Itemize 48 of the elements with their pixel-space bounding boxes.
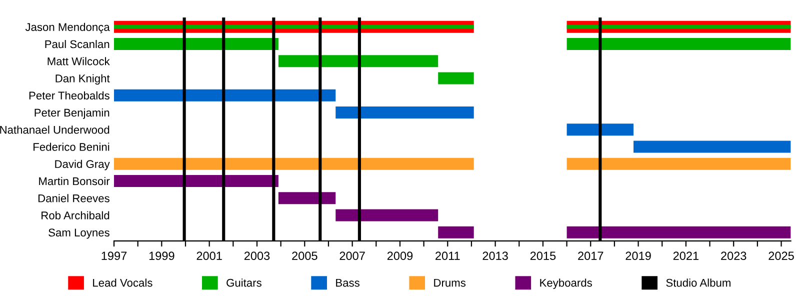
legend-label: Bass <box>336 278 360 287</box>
y-tick-label: Nathanael Underwood <box>0 126 110 134</box>
y-tick-label: Dan Knight <box>56 74 110 85</box>
x-tick-label: 2005 <box>292 252 318 260</box>
y-tick-label: Peter Theobalds <box>29 91 110 100</box>
bar <box>114 158 474 170</box>
legend-label: Studio Album <box>666 278 730 287</box>
x-tick-label: 2019 <box>626 252 651 260</box>
bar <box>438 226 474 238</box>
y-tick-label: Peter Benjamin <box>34 108 110 119</box>
legend-label: Drums <box>434 278 466 287</box>
x-tick-label: 2001 <box>196 252 222 260</box>
bar <box>566 124 634 136</box>
bar <box>438 72 474 84</box>
legend-label: Guitars <box>226 278 262 287</box>
y-tick-label: Sam Loynes <box>48 228 110 239</box>
x-tick-label: 2017 <box>578 252 604 260</box>
bar <box>278 192 336 204</box>
bar <box>336 209 438 222</box>
x-tick-label: 2013 <box>482 252 508 260</box>
bar <box>114 89 336 102</box>
legend-label: Lead Vocals <box>93 278 152 287</box>
y-tick-label: Martin Bonsoir <box>39 176 110 186</box>
bar <box>278 55 438 68</box>
y-tick-label: Federico Benini <box>34 142 110 151</box>
bar <box>566 226 791 238</box>
x-tick-label: 2025 <box>768 252 794 260</box>
x-tick-label: 2011 <box>436 252 460 260</box>
y-tick-label: Matt Wilcock <box>48 57 110 66</box>
bar <box>114 175 278 187</box>
y-tick-label: Paul Scanlan <box>45 40 110 48</box>
x-tick-label: 2021 <box>673 252 698 260</box>
legend-label: Keyboards <box>540 278 592 289</box>
bar <box>634 140 791 153</box>
x-tick-label: 1999 <box>149 252 174 260</box>
x-tick-label: 2023 <box>721 252 746 260</box>
bar <box>566 158 791 170</box>
x-tick-label: 2007 <box>340 252 365 260</box>
x-tick-label: 2015 <box>530 252 556 260</box>
y-tick-label: Rob Archibald <box>42 211 110 220</box>
y-tick-label: Daniel Reeves <box>38 194 110 202</box>
y-tick-label: David Gray <box>55 160 110 170</box>
x-tick-label: 2003 <box>244 252 270 260</box>
bar <box>336 106 474 118</box>
x-tick-label: 2009 <box>387 252 413 260</box>
bar <box>114 38 278 50</box>
x-tick-label: 1997 <box>102 252 127 260</box>
y-tick-label: Jason Mendonça <box>25 22 110 34</box>
